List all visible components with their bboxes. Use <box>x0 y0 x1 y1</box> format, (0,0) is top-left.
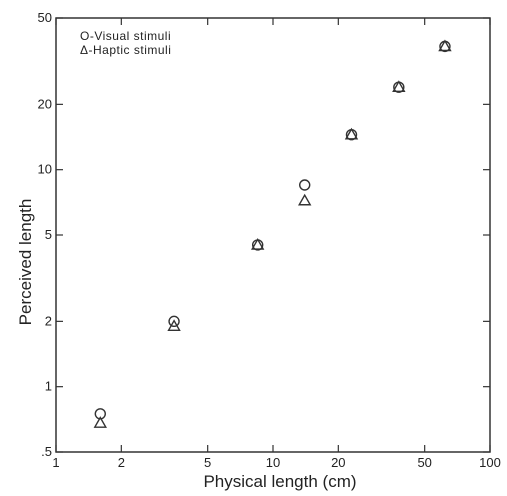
haptic-point <box>250 238 265 250</box>
haptic-point <box>167 319 181 332</box>
axis-ticks <box>55 17 491 453</box>
y-tick-label: 1 <box>45 379 52 394</box>
x-tick-label: 1 <box>52 455 59 470</box>
x-tick-label: 20 <box>331 455 345 470</box>
legend-entry-visual: O-Visual stimuli <box>80 29 171 43</box>
haptic-point <box>438 39 452 52</box>
x-axis-title: Physical length (cm) <box>203 472 356 491</box>
x-tick-label: 5 <box>204 455 211 470</box>
data-markers <box>93 39 452 428</box>
haptic-point <box>298 193 312 206</box>
y-axis-title: Perceived length <box>16 199 35 326</box>
legend-entry-haptic: Δ-Haptic stimuli <box>80 43 171 57</box>
haptic-point <box>392 80 406 92</box>
y-tick-label: 5 <box>45 227 52 242</box>
y-tick-label: 10 <box>38 162 52 177</box>
visual-point <box>299 179 311 191</box>
x-tick-label: 10 <box>266 455 280 470</box>
x-tick-label: 50 <box>417 455 431 470</box>
plot-frame <box>55 17 491 453</box>
y-tick-label: 20 <box>38 96 52 111</box>
y-tick-label: .5 <box>41 444 52 459</box>
x-tick-label: 2 <box>118 455 125 470</box>
haptic-point <box>93 416 108 428</box>
x-tick-label: 100 <box>479 455 501 470</box>
legend: O-Visual stimuli Δ-Haptic stimuli <box>80 29 171 57</box>
y-tick-label: 2 <box>45 313 52 328</box>
haptic-point <box>344 127 359 140</box>
visual-point <box>168 315 180 328</box>
y-tick-label: 50 <box>38 10 52 25</box>
